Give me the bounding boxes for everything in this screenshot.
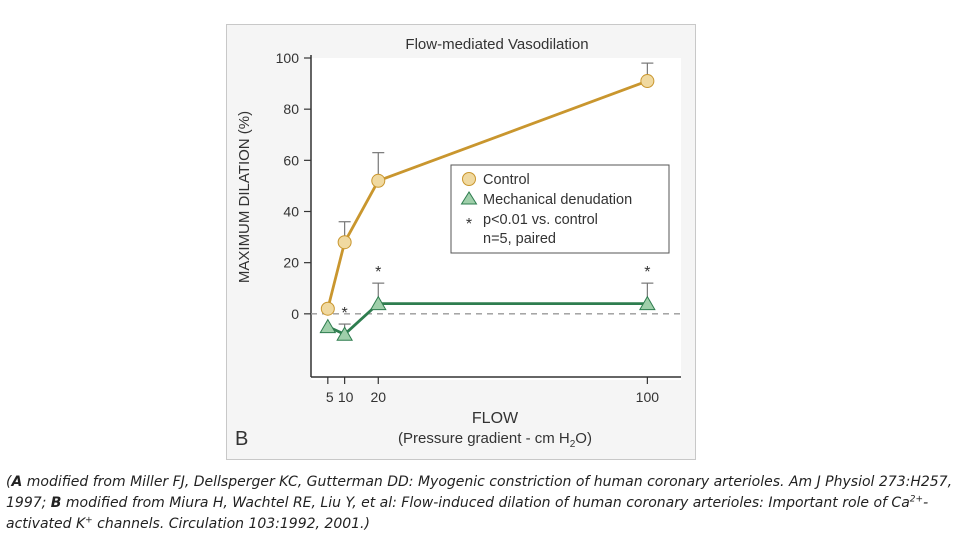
figure-panel: Flow-mediated Vasodilation MAXIMUM DILAT… xyxy=(226,24,696,460)
series-line xyxy=(326,79,648,310)
legend-note: p<0.01 vs. control xyxy=(483,212,598,228)
y-tick-label: 100 xyxy=(276,50,300,66)
legend-triangle-marker xyxy=(460,191,478,205)
data-point xyxy=(640,74,655,89)
caption-a-label: A xyxy=(11,474,23,490)
data-point xyxy=(369,295,387,311)
data-point xyxy=(320,301,335,316)
data-point xyxy=(337,235,352,250)
chart: Flow-mediated Vasodilation MAXIMUM DILAT… xyxy=(235,36,681,450)
x-tick-label: 10 xyxy=(338,389,354,405)
data-point xyxy=(336,326,354,341)
figure-caption: (A modified from Miller FJ, Dellsperger … xyxy=(6,474,953,532)
x-tick-label: 100 xyxy=(636,389,660,405)
y-tick-label: 20 xyxy=(283,255,299,271)
data-point xyxy=(371,173,386,188)
legend-entry: Control xyxy=(483,172,530,188)
y-tick-label: 40 xyxy=(283,204,299,220)
x-axis-sublabel: (Pressure gradient - cm H2O) xyxy=(398,430,592,450)
legend-circle-marker xyxy=(462,172,476,186)
data-point xyxy=(319,318,337,334)
legend-entry: Mechanical denudation xyxy=(483,192,632,208)
y-tick-label: 60 xyxy=(283,152,299,168)
x-tick-label: 20 xyxy=(370,389,386,405)
series-control xyxy=(320,62,655,316)
x-tick-label: 5 xyxy=(326,389,334,405)
series-mechanical-denudation: * * * xyxy=(319,264,656,341)
series-line xyxy=(327,302,648,336)
x-axis-label: FLOW xyxy=(472,410,519,427)
y-tick-label: 80 xyxy=(283,101,299,117)
y-axis-label: MAXIMUM DILATION (%) xyxy=(236,111,253,283)
legend-note: n=5, paired xyxy=(483,231,556,247)
legend-note-symbol: * xyxy=(466,216,472,233)
panel-label: B xyxy=(235,428,248,450)
caption-b-label: B xyxy=(50,495,62,511)
significance-mark: * xyxy=(375,264,381,281)
data-point xyxy=(638,295,656,311)
legend-box xyxy=(450,164,670,254)
chart-title: Flow-mediated Vasodilation xyxy=(405,36,588,53)
y-tick-label: 0 xyxy=(291,306,299,322)
significance-mark: * xyxy=(342,305,348,322)
significance-mark: * xyxy=(644,264,650,281)
